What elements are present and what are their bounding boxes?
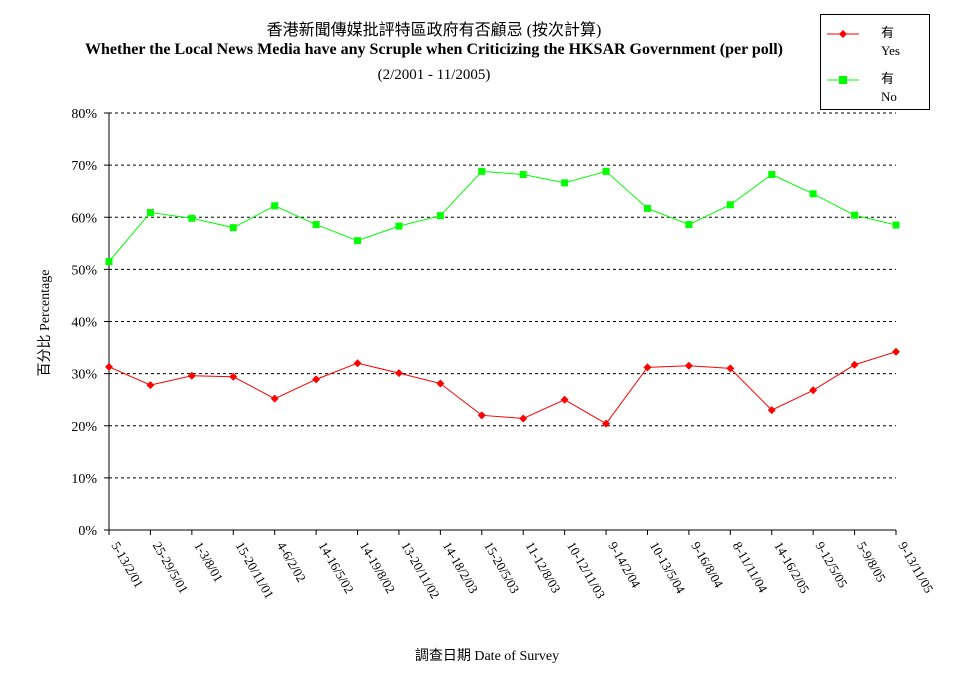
chart-title: 香港新聞傳媒批評特區政府有否顧忌 (按次計算) (266, 22, 602, 39)
data-point-no (643, 204, 651, 212)
legend-marker-no (827, 76, 859, 84)
legend-item-yes: 有 Yes (821, 23, 931, 63)
data-point-yes (892, 347, 900, 356)
data-point-no (602, 167, 610, 175)
data-point-no (436, 212, 444, 220)
data-point-no (478, 167, 486, 175)
x-tick-label: 9-13/11/05 (895, 539, 936, 595)
chart-period: (2/2001 - 11/2005) (377, 67, 491, 83)
x-tick-label: 25-29/5/01 (150, 539, 192, 596)
x-tick-label: 14-16/2/05 (771, 539, 813, 596)
data-point-yes (105, 362, 113, 371)
legend-label-no-en: No (881, 89, 897, 104)
data-point-yes (519, 414, 528, 423)
data-point-no (809, 190, 817, 198)
x-axis-label: 調查日期 Date of Survey (414, 649, 560, 664)
y-tick-label: 10% (71, 472, 97, 487)
x-tick-label: 14-16/5/02 (316, 539, 358, 596)
x-tick-label: 10-12/11/03 (564, 539, 609, 601)
data-point-no (312, 221, 320, 229)
data-point-yes (560, 395, 569, 404)
y-tick-label: 40% (71, 316, 97, 331)
data-point-no (519, 171, 527, 179)
data-point-yes (187, 371, 196, 380)
y-tick-label: 60% (71, 211, 97, 226)
data-point-no (354, 237, 362, 245)
data-point-yes (477, 411, 486, 420)
x-tick-label: 4-6/2/02 (274, 539, 309, 585)
data-point-no (105, 258, 113, 266)
legend-label-yes-zh: 有 (881, 25, 895, 40)
x-tick-label: 15-20/5/03 (481, 539, 523, 596)
data-point-yes (436, 379, 445, 388)
x-tick-label: 13-20/11/02 (398, 539, 443, 601)
y-axis-label: 百分比 Percentage (38, 269, 53, 377)
data-point-yes (312, 375, 321, 384)
data-point-yes (726, 364, 735, 373)
data-point-no (561, 179, 569, 187)
data-point-yes (684, 361, 693, 370)
legend-item-no: 有 No (821, 69, 931, 109)
data-point-yes (353, 359, 362, 368)
data-point-no (726, 201, 734, 209)
y-tick-label: 70% (71, 159, 97, 174)
x-tick-label: 8-11/11/04 (730, 539, 771, 596)
data-point-yes (229, 372, 238, 381)
chart-subtitle: Whether the Local News Media have any Sc… (84, 41, 784, 58)
data-point-no (892, 221, 900, 229)
data-point-yes (394, 369, 403, 378)
x-tick-label: 9-16/8/04 (688, 539, 727, 591)
data-point-yes (809, 386, 818, 395)
x-tick-label: 11-12/8/03 (523, 539, 564, 595)
x-tick-label: 14-19/8/02 (357, 539, 399, 596)
data-point-no (395, 222, 403, 230)
x-tick-label: 15-20/11/01 (233, 539, 278, 601)
data-point-yes (767, 406, 776, 415)
data-point-no (188, 214, 196, 222)
data-point-yes (850, 360, 859, 369)
data-point-no (271, 202, 279, 210)
data-point-yes (643, 363, 652, 372)
data-point-yes (602, 419, 611, 428)
y-tick-label: 30% (71, 368, 97, 383)
x-tick-label: 14-18/2/03 (440, 539, 482, 596)
y-tick-label: 20% (71, 420, 97, 435)
x-tick-label: 5-13/2/01 (108, 539, 146, 590)
x-tick-label: 1-3/8/01 (191, 539, 226, 585)
legend-label-yes-en: Yes (881, 43, 900, 58)
x-tick-label: 10-13/5/04 (647, 539, 689, 596)
y-tick-label: 0% (78, 524, 97, 539)
data-point-no (851, 211, 859, 219)
x-tick-label: 9-12/5/05 (813, 539, 851, 590)
data-point-no (768, 171, 776, 179)
data-point-yes (270, 394, 279, 403)
y-tick-label: 50% (71, 263, 97, 278)
series-line-no (108, 170, 897, 262)
x-tick-label: 5-9/8/05 (854, 539, 889, 585)
legend-marker-yes (827, 30, 859, 38)
data-point-no (229, 224, 237, 232)
data-point-no (685, 221, 693, 229)
y-tick-label: 80% (71, 107, 97, 122)
legend: 有 Yes 有 No (820, 14, 930, 110)
x-tick-label: 9-14/2/04 (605, 539, 644, 591)
series-line-yes (108, 351, 897, 425)
data-point-yes (146, 381, 155, 390)
data-point-no (146, 209, 154, 217)
legend-label-no-zh: 有 (881, 71, 895, 86)
